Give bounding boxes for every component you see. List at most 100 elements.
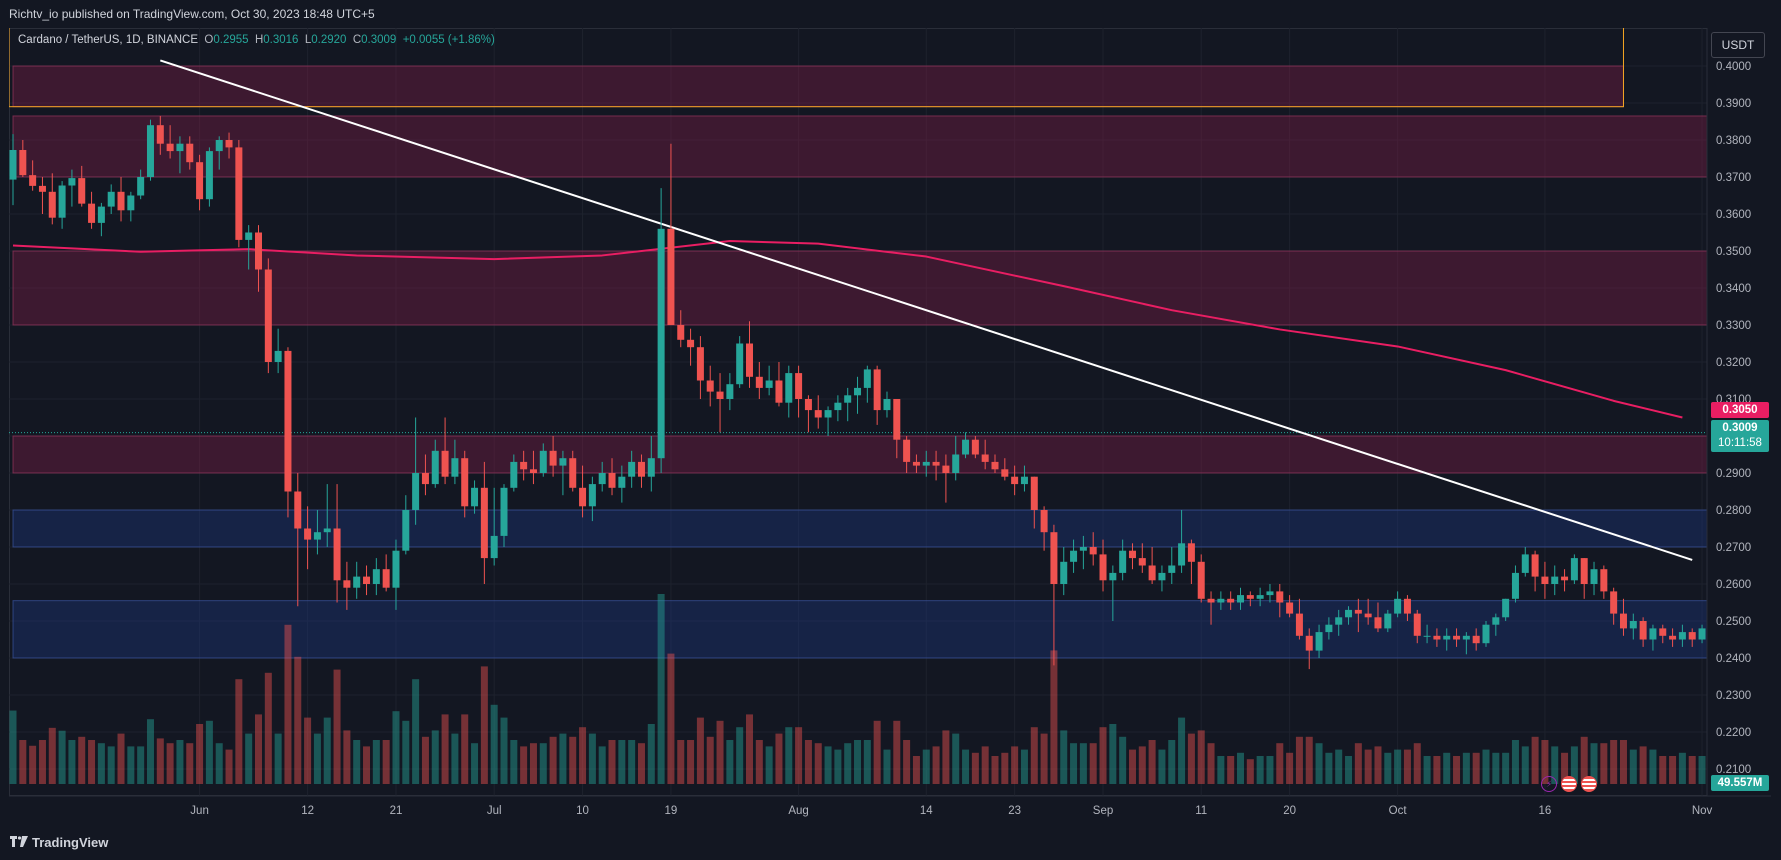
volume-bar (1354, 743, 1362, 784)
us-flag-icon[interactable] (1581, 776, 1597, 792)
candle-body (716, 391, 724, 399)
candle-body (765, 380, 773, 388)
volume-bar (1001, 752, 1009, 784)
candle-body (441, 450, 449, 477)
price-tick-label: 0.3200 (1716, 357, 1751, 369)
candle-body (1639, 621, 1647, 640)
volume-bar (333, 669, 341, 784)
price-tick-label: 0.3800 (1716, 135, 1751, 147)
volume-bar (1060, 730, 1068, 784)
candle-body (97, 206, 105, 223)
volume-bar (755, 740, 763, 784)
volume-bar (706, 736, 714, 784)
price-tick-label: 0.2800 (1716, 505, 1751, 517)
candle-body (480, 487, 488, 559)
candle-body (166, 143, 174, 152)
volume-bar (431, 730, 439, 784)
candle-body (637, 461, 645, 477)
candle-body (1266, 591, 1274, 596)
candle-body (88, 203, 96, 223)
candle-body (382, 569, 390, 588)
candle-body (1610, 591, 1618, 614)
candle-body (775, 380, 783, 403)
volume-bar (804, 740, 812, 784)
candle-body (824, 410, 832, 418)
change-value: +0.0055 (+1.86%) (402, 34, 495, 46)
low-value: 0.2920 (311, 34, 347, 46)
candle-body (873, 369, 881, 411)
candle-body (176, 143, 184, 152)
price-tick-label: 0.2900 (1716, 468, 1751, 480)
time-tick-label: 19 (665, 805, 678, 817)
volume-bar (1187, 733, 1195, 784)
volume-bar (1541, 740, 1549, 784)
lightning-icon[interactable]: ⚡ (1541, 776, 1557, 792)
volume-bar (490, 704, 498, 784)
candle-body (529, 469, 537, 473)
volume-bar (1345, 756, 1353, 784)
currency-button[interactable]: USDT (1711, 32, 1765, 58)
candle-body (313, 532, 321, 540)
volume-bar (1610, 740, 1618, 784)
support-zone (12, 600, 1707, 659)
moving-average (12, 240, 1683, 419)
volume-bar (1423, 756, 1431, 784)
volume-bar (156, 738, 164, 784)
volume-bar (1246, 759, 1254, 784)
low-label: L (304, 34, 312, 46)
volume-bar (1433, 756, 1441, 784)
candle-body (1619, 613, 1627, 629)
volume-bar (19, 740, 27, 784)
price-tick-label: 0.3300 (1716, 320, 1751, 332)
trendline (159, 59, 1693, 561)
price-tick-label: 0.3900 (1716, 98, 1751, 110)
price-zones (9, 28, 1707, 659)
volume-bar (1325, 752, 1333, 784)
footer-brand[interactable]: TradingView (32, 835, 109, 850)
volume-bar (1138, 746, 1146, 784)
candle-body (844, 395, 852, 403)
open-label: O (204, 34, 214, 46)
volume-bar (795, 727, 803, 784)
candle-body (117, 191, 125, 211)
candle-body (1070, 550, 1078, 562)
candle-body (48, 191, 56, 218)
last-price-value: 0.3009 (1722, 422, 1758, 434)
volume-bar (313, 733, 321, 784)
volume-bar (451, 733, 459, 784)
volume-bar (186, 743, 194, 784)
candle-body (107, 191, 115, 207)
candle-body (863, 369, 871, 388)
candle-body (618, 476, 626, 488)
candle-body (804, 399, 812, 411)
candle-body (127, 195, 135, 211)
volume-bar (1256, 756, 1264, 784)
candle-body (1502, 598, 1510, 618)
candle-body (539, 450, 547, 473)
candle-body (893, 399, 901, 440)
candle-body (1119, 550, 1127, 573)
candle-body (1364, 613, 1372, 618)
candle-body (1158, 572, 1166, 581)
volume-bar (647, 724, 655, 784)
price-tick-label: 0.2300 (1716, 690, 1751, 702)
candle-body (1580, 558, 1588, 584)
candle-body (1678, 632, 1686, 640)
candle-body (1128, 550, 1136, 559)
volume-bar (1148, 740, 1156, 784)
volume-bar (569, 736, 577, 784)
candle-body (795, 373, 803, 399)
volume-bar (1570, 746, 1578, 784)
volume-bar (579, 727, 587, 784)
candle-body (1020, 476, 1028, 485)
volume-bar (1168, 740, 1176, 784)
volume-bar (1678, 752, 1686, 784)
candle-body (353, 576, 361, 588)
volume-bar (500, 717, 508, 784)
candle-body (1561, 576, 1569, 581)
us-flag-icon[interactable] (1561, 776, 1577, 792)
candle-body (912, 461, 920, 466)
last-price-tag: 0.3009 10:11:58 (1711, 420, 1769, 452)
candle-body (657, 228, 665, 459)
